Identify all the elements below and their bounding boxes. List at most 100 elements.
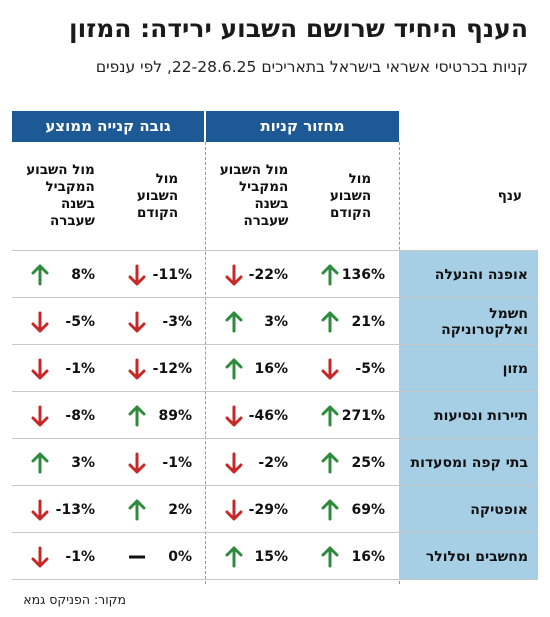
value-cell: 21% (302, 298, 399, 345)
arrow-down-icon (224, 264, 244, 286)
value-cell: 89% (109, 392, 206, 439)
value-cell: 25% (302, 439, 399, 486)
value-cell: -12% (109, 345, 206, 392)
group-header-avg: גובה קנייה ממוצע (12, 111, 204, 142)
group-header-volume: מחזור קניות (206, 111, 399, 142)
arrow-up-icon (127, 405, 147, 427)
value-label: 271% (341, 407, 385, 424)
value-label: 25% (351, 454, 385, 471)
row-divider (12, 532, 538, 533)
value-cell: 15% (206, 533, 302, 580)
table-row: אופנה והנעלה 136% -22% -11% 8% (12, 251, 538, 298)
value-label: 16% (351, 548, 385, 565)
value-label: -3% (162, 313, 192, 330)
value-cell: -29% (206, 486, 302, 533)
row-divider (12, 579, 538, 580)
value-label: -1% (65, 360, 95, 377)
sector-label: חשמל ואלקטרוניקה (399, 298, 538, 345)
value-label: 16% (254, 360, 288, 377)
value-label: -1% (162, 454, 192, 471)
value-label: -29% (248, 501, 288, 518)
arrow-up-icon (30, 264, 50, 286)
value-cell: 8% (12, 251, 109, 298)
value-label: 3% (264, 313, 288, 330)
value-cell: 136% (302, 251, 399, 298)
value-cell: -5% (302, 345, 399, 392)
header-sector: ענף (497, 187, 522, 204)
arrow-down-icon (30, 546, 50, 568)
arrow-up-icon (320, 452, 340, 474)
value-label: -8% (65, 407, 95, 424)
value-cell: -13% (12, 486, 109, 533)
value-label: 89% (158, 407, 192, 424)
value-label: -5% (65, 313, 95, 330)
value-label: 0% (168, 548, 192, 565)
arrow-down-icon (30, 405, 50, 427)
value-cell: -46% (206, 392, 302, 439)
value-cell: -1% (12, 533, 109, 580)
sector-label: תיירות ונסיעות (399, 392, 538, 439)
arrow-up-icon (127, 499, 147, 521)
row-divider (12, 438, 538, 439)
value-label: -5% (355, 360, 385, 377)
arrow-up-icon (320, 546, 340, 568)
arrow-up-icon (224, 311, 244, 333)
arrow-down-icon (127, 311, 147, 333)
table-row: חשמל ואלקטרוניקה 21% 3% -3% -5% (12, 298, 538, 345)
value-cell: -1% (109, 439, 206, 486)
value-cell: 16% (206, 345, 302, 392)
column-header-row: ענף מול השבוע הקודם מול השבוע המקביל בשנ… (12, 142, 538, 250)
row-divider (12, 250, 538, 251)
value-label: 69% (351, 501, 385, 518)
value-label: -12% (152, 360, 192, 377)
table-row: אופטיקה 69% -29% 2% -13% (12, 486, 538, 533)
column-divider (205, 142, 206, 584)
arrow-down-icon (127, 452, 147, 474)
sector-label: אופנה והנעלה (399, 251, 538, 298)
table-row: מחשבים וסלולר 16% 15% 0% -1% (12, 533, 538, 580)
arrow-up-icon (224, 358, 244, 380)
source-note: מקור: הפניקס גמא (23, 592, 126, 607)
value-cell: 3% (206, 298, 302, 345)
arrow-down-icon (224, 499, 244, 521)
value-cell: -11% (109, 251, 206, 298)
arrow-up-icon (224, 546, 244, 568)
value-cell: 0% (109, 533, 206, 580)
arrow-down-icon (30, 358, 50, 380)
arrow-down-icon (127, 264, 147, 286)
arrow-down-icon (30, 499, 50, 521)
value-cell: -3% (109, 298, 206, 345)
value-label: -11% (152, 266, 192, 283)
value-label: 2% (168, 501, 192, 518)
sector-label: מזון (399, 345, 538, 392)
value-label: -1% (65, 548, 95, 565)
value-cell: 2% (109, 486, 206, 533)
row-divider (12, 297, 538, 298)
value-label: -22% (248, 266, 288, 283)
sector-label: אופטיקה (399, 486, 538, 533)
arrow-down-icon (30, 311, 50, 333)
value-label: 8% (71, 266, 95, 283)
value-label: -2% (258, 454, 288, 471)
value-cell: -1% (12, 345, 109, 392)
arrow-up-icon (320, 405, 340, 427)
dash-icon (127, 546, 147, 568)
arrow-up-icon (320, 264, 340, 286)
value-cell: -8% (12, 392, 109, 439)
row-divider (12, 485, 538, 486)
table-row: בתי קפה ומסעדות 25% -2% -1% 3% (12, 439, 538, 486)
value-cell: 16% (302, 533, 399, 580)
value-cell: -5% (12, 298, 109, 345)
value-cell: 3% (12, 439, 109, 486)
header-avg-last-year: מול השבוע המקביל בשנה שעברה (26, 162, 95, 229)
row-divider (12, 391, 538, 392)
header-avg-prev-week: מול השבוע הקודם (136, 170, 179, 221)
page-subtitle: קניות בכרטיסי אשראי בישראל בתאריכים 22-2… (95, 58, 528, 76)
value-label: 136% (341, 266, 385, 283)
header-vol-prev-week: מול השבוע הקודם (329, 170, 372, 221)
sector-label: בתי קפה ומסעדות (399, 439, 538, 486)
value-cell: 69% (302, 486, 399, 533)
arrow-up-icon (320, 311, 340, 333)
value-cell: 271% (302, 392, 399, 439)
value-label: -46% (248, 407, 288, 424)
